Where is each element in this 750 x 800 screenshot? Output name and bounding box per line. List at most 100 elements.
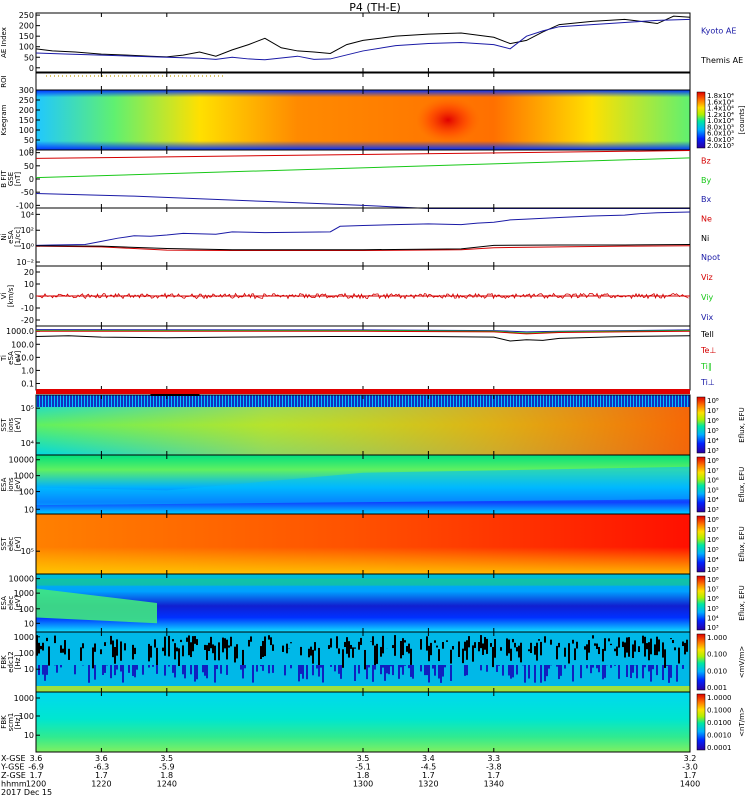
series-green — [35, 157, 691, 179]
fbk-e-low — [220, 665, 222, 674]
fbk-e-low — [486, 665, 488, 672]
fbk-e-gap — [402, 638, 404, 656]
x-row-value: 3.5 — [357, 754, 370, 763]
y-axis-label: edc12 — [7, 651, 15, 673]
fbk-e-gap — [508, 639, 510, 654]
fbk-e-gap — [344, 641, 346, 648]
y-tick-label: 10 — [24, 665, 34, 674]
x-row-value: 3.3 — [487, 754, 500, 763]
y-tick-label: 10.0 — [16, 353, 34, 362]
fbk-e-low — [102, 665, 104, 675]
fbk-e-gap — [642, 635, 644, 644]
fbk-e-low — [374, 665, 376, 670]
y-axis-label: FBK — [0, 715, 8, 729]
legend-ti⊥: Ti⊥ — [700, 378, 715, 387]
fbk-e-low — [388, 665, 390, 675]
esa-elec-early — [36, 588, 157, 624]
y-tick-label: 1000 — [14, 694, 34, 703]
colorbar — [696, 91, 706, 149]
fbk-e-low — [204, 665, 206, 676]
fbk-e-gap — [464, 641, 466, 651]
y-axis-label: SST — [0, 537, 8, 551]
fbk-e-gap — [678, 647, 680, 664]
x-row-label: Z-GSE — [1, 771, 26, 780]
fbk-e-gap — [330, 638, 332, 648]
y-tick-label: -10 — [21, 304, 34, 313]
fbk-e-low — [642, 665, 644, 679]
fbk-e-low — [548, 665, 550, 669]
fbk-e-gap — [132, 644, 134, 660]
fbk-e-low — [400, 665, 402, 668]
series-black — [35, 244, 691, 251]
fbk-e-gap — [182, 645, 184, 657]
fbk-e-gap — [100, 649, 102, 655]
fbk-e-gap — [486, 638, 488, 654]
y-axis-label: elec — [7, 537, 15, 552]
y-axis-label: ESA — [0, 596, 8, 610]
fbk-e-low — [652, 665, 654, 670]
colorbar-tick: 10⁴ — [707, 614, 719, 622]
fbk-e-gap — [628, 637, 630, 657]
plot-title: P4 (TH-E) — [349, 1, 401, 14]
fbk-e-gap — [650, 638, 652, 655]
fbk-e-gap — [662, 642, 664, 658]
fbk-e-low — [216, 665, 218, 670]
fbk-e-gap — [622, 641, 624, 648]
x-row-value: 1.7 — [30, 771, 43, 780]
fbk-e-low — [428, 665, 430, 683]
x-row-value: -3.0 — [682, 763, 698, 772]
colorbar — [696, 515, 706, 573]
fbk-e-low — [260, 665, 262, 667]
fbk-e-gap — [474, 642, 476, 648]
fbk-e-low — [480, 665, 482, 671]
fbk-e-low — [56, 665, 58, 673]
y-tick-label: -20 — [21, 316, 34, 325]
fbk-e-low — [38, 665, 40, 675]
fbk-e-gap — [224, 638, 226, 649]
y-tick-label: 10⁴ — [21, 210, 34, 219]
fbk-e-gap — [354, 647, 356, 649]
fbk-e-low — [184, 665, 186, 679]
y-axis-label: eSA — [7, 230, 15, 244]
fbk-e-low — [402, 665, 404, 675]
fbk-e-gap — [350, 644, 352, 649]
series-red — [35, 245, 691, 252]
fbk-e-gap — [62, 648, 64, 653]
colorbar-label: Eflux, EFU — [738, 526, 746, 561]
y-tick-label: 100 — [19, 649, 34, 658]
fbk-e-low — [318, 665, 320, 677]
fbk-e-gap — [54, 635, 56, 644]
fbk-e-gap — [360, 637, 362, 645]
fbk-e-low — [534, 665, 536, 683]
fbk-e-low — [120, 665, 122, 672]
y-tick-label: 10 — [24, 280, 34, 289]
fbk-e-low — [196, 665, 198, 680]
fbk-e-gap — [598, 646, 600, 655]
fbk-e-low — [366, 665, 368, 680]
x-date: 2017 Dec 15 — [1, 788, 52, 797]
fbk-e-gap — [190, 642, 192, 658]
fbk-e-gap — [328, 645, 330, 649]
fbk-e-gap — [188, 635, 190, 656]
fbk-e-low — [656, 665, 658, 676]
fbk-e-low — [630, 665, 632, 678]
fbk-e-low — [502, 665, 504, 676]
fbk-e-gap — [214, 645, 216, 661]
fbk-e-gap — [374, 645, 376, 667]
fbk-e-gap — [192, 636, 194, 652]
fbk-e-gap — [68, 648, 70, 660]
fbk-e-gap — [124, 643, 126, 651]
fbk-e-low — [384, 665, 386, 681]
y-axis-label: eSA — [7, 351, 15, 365]
fbk-e-low — [46, 665, 48, 675]
fbk-e-low — [134, 665, 136, 678]
colorbar-tick: 10⁴ — [707, 556, 719, 564]
fbk-e-gap — [664, 649, 666, 668]
fbk-e-gap — [180, 639, 182, 643]
fbk-e-low — [340, 665, 342, 679]
fbk-e-gap — [352, 647, 354, 658]
colorbar-tick: 0.010 — [707, 667, 727, 675]
fbk-e-low — [142, 665, 144, 675]
fbk-e-low — [668, 665, 670, 683]
